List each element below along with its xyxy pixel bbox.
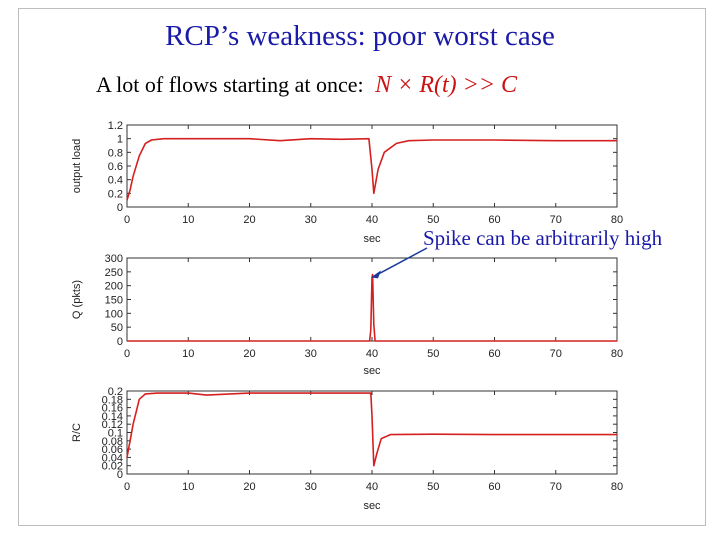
- x-tick-label: 70: [550, 481, 562, 493]
- x-tick-label: 40: [366, 348, 378, 360]
- y-tick-label: 1: [117, 134, 123, 146]
- x-tick-label: 10: [182, 214, 194, 226]
- x-tick-label: 60: [488, 214, 500, 226]
- slide-subtitle: A lot of flows starting at once: N × R(t…: [96, 72, 517, 99]
- y-tick-label: 300: [105, 253, 123, 265]
- y-tick-label: 0: [117, 336, 123, 348]
- y-tick-label: 100: [105, 308, 123, 320]
- x-tick-label: 80: [611, 348, 623, 360]
- y-tick-label: 0.18: [102, 394, 123, 406]
- y-tick-label: 0.08: [102, 436, 123, 448]
- y-tick-label: 0: [117, 202, 123, 214]
- y-tick-label: 0.4: [108, 175, 123, 187]
- x-tick-label: 20: [243, 481, 255, 493]
- x-axis-label: sec: [363, 500, 381, 512]
- x-tick-label: 10: [182, 348, 194, 360]
- x-tick-label: 10: [182, 481, 194, 493]
- x-tick-label: 40: [366, 481, 378, 493]
- x-tick-label: 20: [243, 214, 255, 226]
- x-tick-label: 70: [550, 348, 562, 360]
- y-tick-label: 1.2: [108, 120, 123, 132]
- chart-3-series-line: [126, 392, 617, 467]
- y-tick-label: 0.04: [102, 452, 123, 464]
- x-tick-label: 30: [305, 348, 317, 360]
- annotation-arrow-line: [373, 247, 428, 278]
- y-axis-label: Q (pkts): [71, 280, 83, 319]
- x-tick-label: 50: [427, 481, 439, 493]
- slide-title: RCP’s weakness: poor worst case: [165, 20, 555, 52]
- annotation-arrow-head: [371, 270, 381, 279]
- x-tick-label: 70: [550, 214, 562, 226]
- y-tick-label: 150: [105, 295, 123, 307]
- y-tick-label: 0.6: [108, 161, 123, 173]
- y-tick-label: 0.02: [102, 461, 123, 473]
- x-tick-label: 40: [366, 214, 378, 226]
- y-tick-label: 0.06: [102, 444, 123, 456]
- y-tick-label: 250: [105, 267, 123, 279]
- x-tick-label: 60: [488, 481, 500, 493]
- y-axis-label: R/C: [71, 423, 83, 442]
- y-axis-label: output load: [71, 139, 83, 193]
- y-tick-label: 0.2: [108, 386, 123, 398]
- x-tick-label: 0: [124, 348, 130, 360]
- y-tick-label: 0.16: [102, 403, 123, 415]
- x-tick-label: 0: [124, 481, 130, 493]
- x-axis-label: sec: [363, 365, 381, 377]
- y-tick-label: 0.12: [102, 419, 123, 431]
- y-tick-label: 0.8: [108, 147, 123, 159]
- y-tick-label: 0.1: [108, 428, 123, 440]
- chart-2-series-line: [127, 273, 617, 342]
- subtitle-formula: N × R(t) >> C: [375, 72, 518, 98]
- x-tick-label: 80: [611, 214, 623, 226]
- x-axis-label: sec: [363, 233, 381, 245]
- x-tick-label: 60: [488, 348, 500, 360]
- x-tick-label: 30: [305, 481, 317, 493]
- spike-annotation: Spike can be arbitrarily high: [423, 226, 663, 250]
- x-tick-label: 0: [124, 214, 130, 226]
- x-tick-label: 80: [611, 481, 623, 493]
- x-tick-label: 50: [427, 348, 439, 360]
- x-tick-label: 20: [243, 348, 255, 360]
- subtitle-text: A lot of flows starting at once:: [96, 72, 364, 97]
- y-tick-label: 0: [117, 469, 123, 481]
- x-tick-label: 30: [305, 214, 317, 226]
- slide-frame: [18, 8, 706, 526]
- chart-1-series-line: [126, 137, 617, 201]
- x-tick-label: 50: [427, 214, 439, 226]
- y-tick-label: 50: [111, 322, 123, 334]
- y-tick-label: 0.2: [108, 188, 123, 200]
- y-tick-label: 0.14: [102, 411, 123, 423]
- y-tick-label: 200: [105, 281, 123, 293]
